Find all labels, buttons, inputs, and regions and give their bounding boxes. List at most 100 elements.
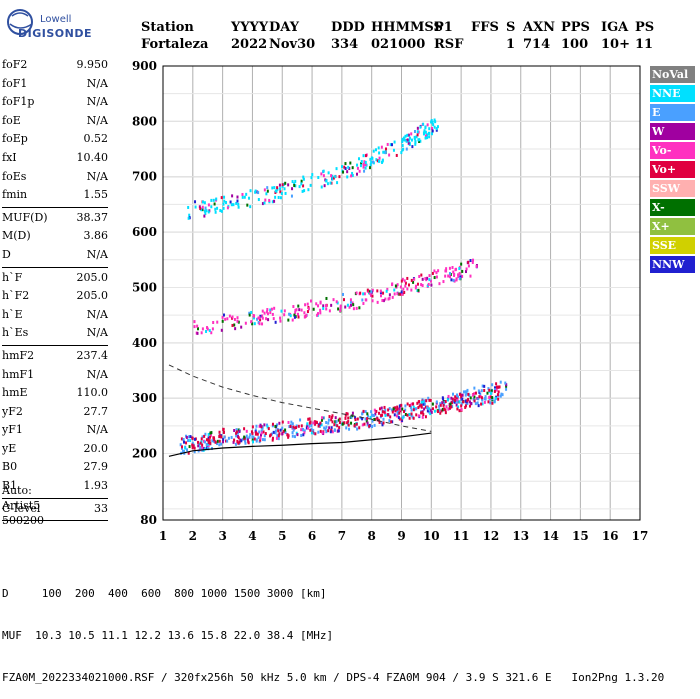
data-point [410,408,413,412]
data-point [341,165,344,169]
param-row: M(D) 3.86 [2,227,108,246]
data-point [302,184,305,188]
data-point [358,426,361,430]
data-point [280,309,283,313]
data-point [254,432,257,436]
param-row: B1 1.93 [2,477,108,496]
data-point [460,395,463,399]
legend-item-x: X+ [650,218,695,235]
data-point [394,406,397,410]
data-point [414,286,417,290]
data-point [376,416,379,420]
data-point [450,405,453,409]
data-point [300,179,303,183]
data-point [430,127,433,131]
data-point [366,412,369,416]
data-point [369,157,372,161]
data-point [431,129,434,133]
data-point [342,292,345,296]
data-point [442,403,445,407]
data-point [400,403,403,407]
data-point [222,427,225,431]
data-point [497,390,500,394]
param-row: foE N/A [2,112,108,131]
data-point [274,431,277,435]
data-point [332,176,335,180]
data-point [297,424,300,428]
data-point [270,432,273,436]
data-point [346,412,349,416]
data-point [251,438,254,442]
param-row: hmF2 237.4 [2,347,108,366]
data-point [322,304,325,308]
data-point [306,422,309,426]
data-point [406,402,409,406]
data-point [420,400,423,404]
data-point [328,426,331,430]
data-point [499,380,502,384]
data-point [317,424,320,428]
data-point [364,160,367,164]
data-point [201,435,204,439]
data-point [317,304,320,308]
data-point [272,430,275,434]
data-point [435,400,438,404]
data-point [401,418,404,422]
data-point [452,278,455,282]
data-point [213,202,216,206]
data-point [305,426,308,430]
data-point [283,313,286,317]
data-point [411,145,414,149]
param-row: foF2 9.950 [2,56,108,75]
data-point [460,407,463,411]
data-point [231,323,234,327]
data-point [226,206,229,210]
data-point [279,316,282,320]
data-point [390,143,393,147]
data-point [233,317,236,321]
data-point [500,392,503,396]
data-point [424,277,427,281]
data-point [211,327,214,331]
data-point [389,415,392,419]
data-point [461,269,464,273]
data-point [381,160,384,164]
data-point [497,397,500,401]
data-point [440,409,443,413]
data-point [392,148,395,152]
data-point [213,438,216,442]
data-point [303,429,306,433]
data-point [348,305,351,309]
data-point [416,401,419,405]
param-row: yE 20.0 [2,440,108,459]
data-point [261,314,264,318]
data-point [391,282,394,286]
data-point [250,310,253,314]
data-point [230,435,233,439]
data-point [335,300,338,304]
header-value-8: 714 [523,37,551,52]
data-point [303,315,306,319]
data-point [203,209,206,213]
data-point [384,412,387,416]
data-point [276,434,279,438]
data-point [472,397,475,401]
data-point [250,430,253,434]
data-point [237,202,240,206]
param-row: C-level 33 [2,500,108,519]
data-point [468,394,471,398]
data-point [194,437,197,441]
data-point [327,171,330,175]
data-point [356,172,359,176]
data-point [205,442,208,446]
data-point [458,267,461,271]
data-point [423,407,426,411]
data-point [244,321,247,325]
data-point [376,289,379,293]
data-point [243,427,246,431]
data-point [240,325,243,329]
data-point [189,439,192,443]
data-point [260,429,263,433]
data-point [202,439,205,443]
data-point [420,411,423,415]
